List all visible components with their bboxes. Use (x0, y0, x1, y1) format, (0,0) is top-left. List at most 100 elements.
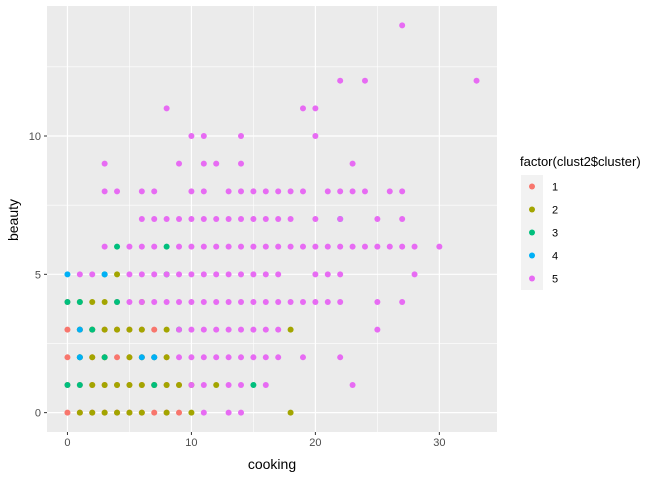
data-point-cluster-5 (188, 243, 195, 250)
data-point-cluster-4 (76, 354, 83, 361)
data-point-cluster-5 (250, 188, 257, 195)
data-point-cluster-5 (473, 77, 480, 84)
data-point-cluster-5 (200, 216, 207, 222)
data-point-cluster-5 (349, 381, 356, 388)
data-point-cluster-4 (64, 271, 71, 278)
data-point-cluster-5 (275, 326, 282, 333)
data-point-cluster-5 (200, 160, 207, 167)
data-point-cluster-5 (275, 188, 282, 195)
data-point-cluster-5 (262, 354, 269, 361)
data-point-cluster-2 (188, 409, 195, 416)
data-point-cluster-5 (225, 216, 232, 222)
data-point-cluster-5 (262, 216, 269, 222)
data-point-cluster-5 (324, 188, 331, 195)
data-point-cluster-3 (101, 354, 108, 361)
data-point-cluster-5 (101, 160, 108, 167)
data-point-cluster-3 (151, 381, 158, 388)
data-point-cluster-5 (151, 298, 158, 305)
data-point-cluster-5 (176, 298, 183, 305)
data-point-cluster-5 (361, 188, 368, 195)
data-point-cluster-5 (225, 298, 232, 305)
data-point-cluster-5 (200, 354, 207, 361)
data-point-cluster-5 (188, 188, 195, 195)
data-point-cluster-5 (337, 243, 344, 250)
data-point-cluster-5 (151, 271, 158, 278)
data-point-cluster-3 (76, 298, 83, 305)
data-point-cluster-5 (151, 188, 158, 195)
panel-background (47, 6, 497, 432)
legend-title: factor(clust2$cluster) (520, 154, 641, 169)
data-point-cluster-5 (299, 243, 306, 250)
data-point-cluster-4 (151, 354, 158, 361)
data-point-cluster-5 (238, 160, 245, 167)
data-point-cluster-5 (299, 298, 306, 305)
data-point-cluster-5 (238, 409, 245, 416)
data-point-cluster-2 (126, 326, 133, 333)
data-point-cluster-3 (64, 381, 71, 388)
data-point-cluster-5 (275, 243, 282, 250)
data-point-cluster-1 (176, 409, 183, 416)
data-point-cluster-5 (299, 354, 306, 361)
data-point-cluster-5 (386, 243, 393, 250)
data-point-cluster-5 (188, 381, 195, 388)
data-point-cluster-3 (114, 243, 121, 250)
data-point-cluster-3 (163, 243, 170, 250)
data-point-cluster-3 (89, 326, 96, 333)
data-point-cluster-2 (89, 381, 96, 388)
data-point-cluster-2 (114, 381, 121, 388)
data-point-cluster-2 (89, 409, 96, 416)
data-point-cluster-5 (213, 354, 220, 361)
data-point-cluster-5 (151, 243, 158, 250)
data-point-cluster-2 (138, 409, 145, 416)
legend-label-3: 3 (552, 228, 558, 240)
legend-label-1: 1 (552, 182, 558, 194)
data-point-cluster-5 (411, 271, 418, 278)
data-point-cluster-5 (361, 243, 368, 250)
data-point-cluster-2 (114, 326, 121, 333)
data-point-cluster-5 (287, 243, 294, 250)
data-point-cluster-5 (436, 243, 443, 250)
legend: factor(clust2$cluster) 1 2 3 4 5 (520, 154, 641, 290)
data-point-cluster-5 (324, 298, 331, 305)
data-point-cluster-5 (176, 326, 183, 333)
data-point-cluster-2 (287, 326, 294, 333)
data-point-cluster-5 (225, 409, 232, 416)
data-point-cluster-5 (312, 298, 319, 305)
data-point-cluster-2 (114, 409, 121, 416)
data-point-cluster-5 (138, 216, 145, 222)
data-point-cluster-1 (64, 409, 71, 416)
legend-label-4: 4 (552, 251, 558, 263)
y-tick-label: 0 (35, 408, 41, 420)
data-point-cluster-5 (275, 298, 282, 305)
data-point-cluster-5 (163, 216, 170, 222)
data-point-cluster-5 (299, 188, 306, 195)
data-point-cluster-5 (324, 271, 331, 278)
data-point-cluster-5 (176, 271, 183, 278)
x-tick-label: 10 (185, 437, 197, 449)
data-point-cluster-5 (163, 271, 170, 278)
data-point-cluster-5 (337, 298, 344, 305)
data-point-cluster-5 (213, 160, 220, 167)
data-point-cluster-2 (114, 271, 121, 278)
data-point-cluster-5 (312, 271, 319, 278)
data-point-cluster-5 (138, 188, 145, 195)
data-point-cluster-5 (163, 105, 170, 112)
data-point-cluster-5 (275, 271, 282, 278)
data-point-cluster-5 (399, 243, 406, 250)
data-point-cluster-5 (349, 188, 356, 195)
data-point-cluster-2 (126, 381, 133, 388)
data-point-cluster-2 (163, 409, 170, 416)
data-point-cluster-5 (188, 133, 195, 140)
x-tick-label: 30 (433, 437, 445, 449)
data-point-cluster-5 (138, 298, 145, 305)
data-point-cluster-5 (76, 271, 83, 278)
data-point-cluster-5 (225, 326, 232, 333)
data-point-cluster-5 (176, 160, 183, 167)
data-point-cluster-2 (126, 409, 133, 416)
data-point-cluster-5 (262, 243, 269, 250)
data-point-cluster-2 (176, 381, 183, 388)
data-point-cluster-5 (176, 354, 183, 361)
data-point-cluster-5 (225, 271, 232, 278)
data-point-cluster-5 (262, 326, 269, 333)
